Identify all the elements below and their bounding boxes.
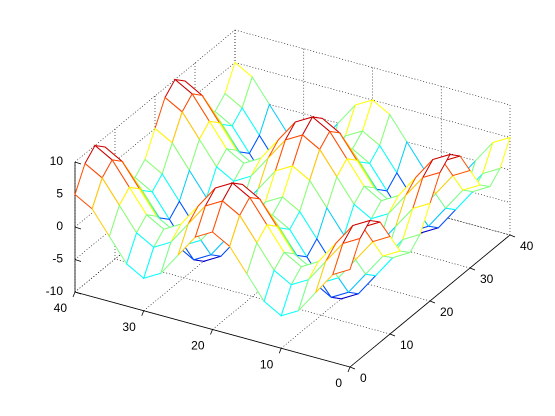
tick-mark <box>347 366 351 373</box>
x-tick-label: 20 <box>440 305 454 319</box>
tick-mark <box>278 348 282 354</box>
z-tick-label: -5 <box>52 252 63 266</box>
mesh-cell <box>332 237 361 276</box>
tick-mark <box>389 333 396 337</box>
x-tick-label: 30 <box>480 272 494 286</box>
y-tick-label: 0 <box>335 376 342 390</box>
tick-mark <box>74 291 82 295</box>
y-tick-label: 20 <box>191 339 205 353</box>
tick-mark <box>509 234 516 238</box>
tick-mark <box>141 310 145 316</box>
tick-mark <box>72 291 76 298</box>
tick-mark <box>349 366 356 370</box>
tick-mark <box>429 300 436 304</box>
z-tick-label: 5 <box>56 187 63 201</box>
grid-line <box>234 29 511 106</box>
z-tick-label: 0 <box>56 219 63 233</box>
tick-mark <box>469 267 476 271</box>
grid-line <box>234 62 511 138</box>
x-tick-label: 10 <box>400 338 414 352</box>
x-tick-label: 40 <box>520 239 534 253</box>
y-tick-label: 40 <box>54 301 68 315</box>
y-tick-label: 10 <box>260 357 274 371</box>
tick-mark <box>74 226 82 230</box>
tick-mark <box>74 259 82 262</box>
tick-mark <box>74 161 82 165</box>
x-tick-label: 0 <box>360 371 367 385</box>
z-tick-label: -10 <box>46 284 64 298</box>
y-tick-label: 30 <box>122 320 136 334</box>
grid-line <box>234 94 511 171</box>
grid-line <box>234 159 511 236</box>
z-tick-label: 10 <box>50 154 64 168</box>
tick-mark <box>210 329 213 335</box>
